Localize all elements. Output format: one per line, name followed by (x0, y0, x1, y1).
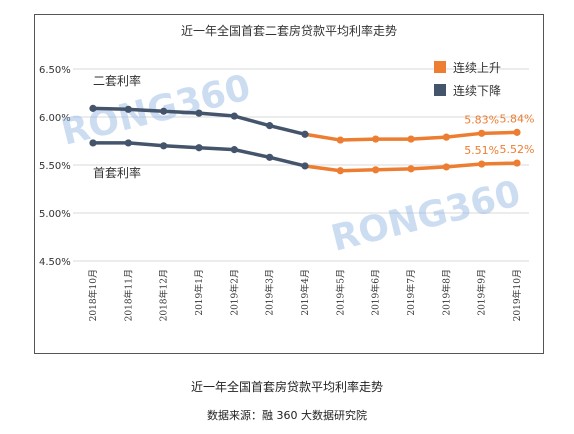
x-tick-label: 2019年5月 (334, 269, 346, 316)
x-tick-label: 2019年4月 (299, 269, 311, 316)
data-point (513, 159, 521, 167)
data-label: 5.51% (464, 144, 499, 157)
data-point (89, 139, 97, 147)
chart-frame: 近一年全国首套二套房贷款平均利率走势 4.50% 5.00% 5.50% 6.00% 6… (34, 14, 544, 354)
series-lines (89, 104, 521, 175)
x-tick-label: 2018年11月 (122, 269, 134, 321)
x-tick-label: 2018年12月 (158, 269, 170, 321)
series-connector-1 (303, 164, 343, 173)
series-connector-0 (303, 132, 343, 142)
grid-layer: 4.50% 5.00% 5.50% 6.00% 6.50% 2018年10月 2018年11… (39, 65, 529, 321)
data-point (407, 165, 415, 173)
data-point (230, 112, 238, 120)
data-point (266, 122, 274, 130)
watermark-text: RONG360 (327, 173, 524, 260)
data-label: 5.52% (500, 143, 535, 156)
data-source: 数据来源：融 360 大数据研究院 (207, 409, 367, 422)
y-tick-label: 4.50% (39, 257, 71, 268)
data-point (230, 146, 238, 154)
data-point (478, 129, 486, 137)
data-point (407, 135, 415, 143)
data-point (124, 105, 132, 113)
line-chart: 近一年全国首套二套房贷款平均利率走势 4.50% 5.00% 5.50% 6.00% 6… (39, 23, 534, 321)
data-point (442, 133, 450, 141)
x-tick-label: 2019年1月 (193, 269, 205, 316)
data-point (89, 104, 97, 112)
legend-swatch (434, 84, 446, 96)
data-point (160, 142, 168, 150)
y-tick-label: 6.50% (39, 65, 71, 76)
legend-label: 连续下降 (453, 83, 501, 98)
data-point (513, 128, 521, 136)
y-tick-label: 5.00% (39, 209, 71, 220)
x-tick-label: 2019年8月 (440, 269, 452, 316)
data-point (478, 160, 486, 168)
data-label: 5.83% (464, 113, 499, 126)
data-point (336, 136, 344, 144)
data-point (372, 135, 380, 143)
series-line-up-0 (338, 130, 519, 142)
x-tick-label: 2019年6月 (370, 269, 382, 316)
y-tick-label: 5.50% (39, 161, 71, 172)
legend-label: 连续上升 (453, 60, 501, 75)
x-tick-label: 2019年7月 (405, 269, 417, 316)
data-point (266, 153, 274, 161)
x-tick-label: 2019年10月 (511, 269, 523, 321)
data-point (160, 107, 168, 115)
figure-caption: 近一年全国首套房贷款平均利率走势 (190, 380, 383, 394)
series-line-up-1 (338, 161, 519, 173)
x-tick-label: 2018年10月 (87, 269, 99, 321)
y-tick-label: 6.00% (39, 113, 71, 124)
chart-title: 近一年全国首套二套房贷款平均利率走势 (181, 23, 397, 38)
data-point (195, 109, 203, 117)
legend-swatch (434, 61, 446, 73)
data-point (372, 166, 380, 174)
x-tick-label: 2019年2月 (228, 269, 240, 316)
data-label: 5.84% (500, 112, 535, 125)
data-point (195, 144, 203, 152)
data-point (442, 163, 450, 171)
x-tick-label: 2019年3月 (264, 269, 276, 316)
data-point (124, 139, 132, 147)
data-point (301, 130, 309, 138)
series-name-label: 二套利率 (93, 73, 141, 88)
data-point (336, 167, 344, 175)
series-name-label: 首套利率 (93, 165, 141, 180)
x-tick-label: 2019年9月 (476, 269, 488, 316)
data-point (301, 162, 309, 170)
